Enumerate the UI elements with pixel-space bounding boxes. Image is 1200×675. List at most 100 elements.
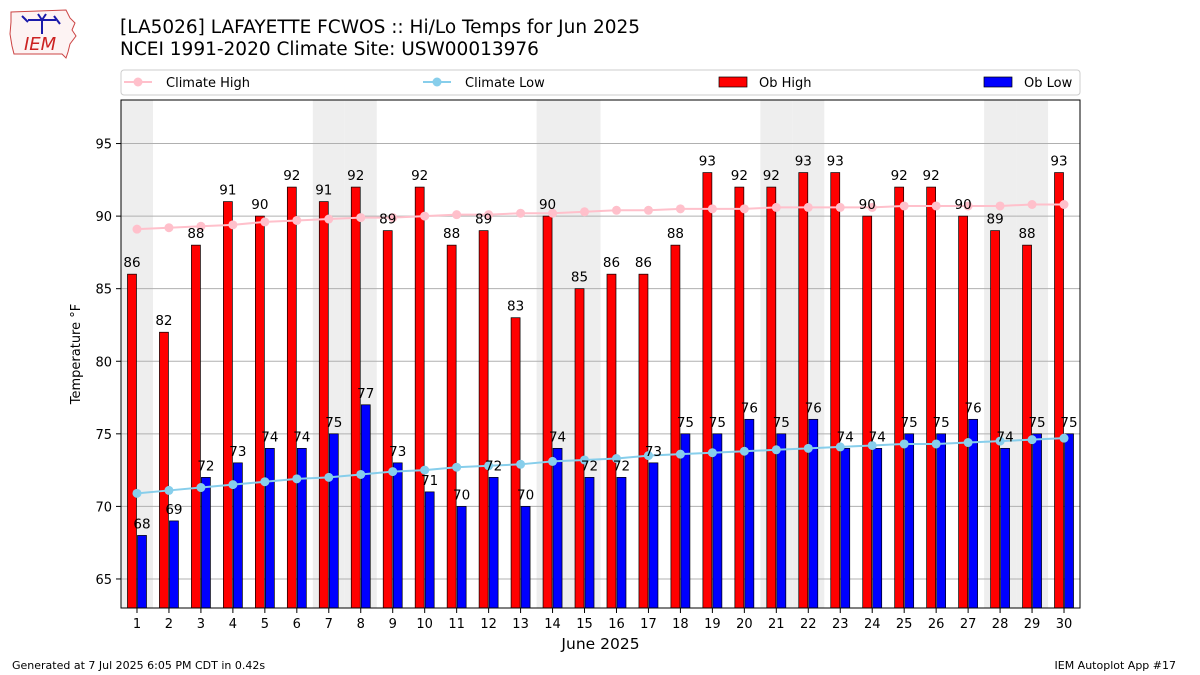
weather-station-icon: [21, 13, 61, 34]
climate-high-point: [899, 201, 909, 211]
climate-low-point: [1027, 435, 1037, 445]
x-tick-label: 22: [800, 617, 817, 632]
climate-high-point: [707, 204, 717, 214]
x-tick-label: 7: [325, 617, 333, 632]
climate-low-line: [136, 437, 1065, 495]
ob-low-bar: [1032, 433, 1042, 609]
ob-high-bar: [926, 186, 937, 609]
climate-low-point: [196, 483, 206, 493]
y-tick-label: 90: [95, 210, 112, 225]
ob-high-label: 89: [379, 212, 396, 228]
ob-low-label: 75: [773, 415, 790, 431]
ob-low-label: 72: [613, 458, 630, 474]
x-tick-label: 13: [512, 617, 529, 632]
x-tick-label: 19: [704, 617, 721, 632]
ob-low-label: 72: [197, 458, 214, 474]
ob-low-label: 75: [933, 415, 950, 431]
ob-high-bar: [734, 186, 745, 609]
climate-high-point: [963, 201, 973, 211]
ob-high-legend-label: Ob High: [759, 76, 812, 91]
weekend-shade-day-28: [984, 100, 1017, 608]
ob-low-bar: [265, 447, 275, 609]
ob-low-label: 76: [741, 400, 758, 416]
ob-low-label: 74: [261, 429, 278, 445]
climate-high-point: [580, 207, 590, 217]
weekend-shade-day-22: [792, 100, 825, 608]
ob-low-bar: [936, 433, 947, 609]
climate-low-point: [675, 449, 685, 459]
ob-low-label: 73: [389, 444, 406, 460]
ob-low-label: 75: [1060, 415, 1077, 431]
ob-high-bar: [894, 186, 905, 609]
climate-low-point: [228, 480, 238, 490]
weekend-shade-day-14: [536, 100, 569, 608]
climate-low-point: [324, 472, 334, 482]
ob-high-label: 92: [347, 168, 364, 184]
ob-high-bar: [478, 230, 489, 609]
ob-high-bar: [798, 172, 809, 609]
ob-high-bar: [223, 201, 233, 609]
x-tick-label: 8: [357, 617, 365, 632]
weekend-shade-day-15: [568, 100, 601, 608]
ob-low-label: 74: [996, 429, 1013, 445]
ob-low-bar: [552, 447, 563, 609]
climate-high-point: [643, 205, 653, 215]
ob-low-bar: [1064, 433, 1074, 609]
climate-low-point: [771, 445, 781, 455]
ob-low-bar: [360, 404, 371, 609]
climate-high-point: [611, 205, 621, 215]
climate-high-point: [1059, 200, 1069, 210]
title-line-1: [LA5026] LAFAYETTE FCWOS :: Hi/Lo Temps …: [120, 17, 641, 38]
ob-low-bar: [616, 477, 627, 609]
ob-low-label: 72: [581, 458, 598, 474]
x-axis-label: June 2025: [560, 635, 639, 653]
ob-high-label: 92: [923, 168, 940, 184]
climate-low-point: [611, 454, 621, 464]
ob-high-label: 89: [986, 212, 1003, 228]
ob-high-label: 88: [187, 226, 204, 242]
climate-low-point: [484, 461, 494, 471]
climate-low-point: [835, 442, 845, 452]
ob-high-label: 89: [475, 212, 492, 228]
ob-high-label: 86: [603, 255, 620, 271]
x-tick-label: 11: [448, 617, 465, 632]
ob-low-label: 75: [677, 415, 694, 431]
ob-high-bar: [606, 273, 617, 609]
legend-box: [120, 69, 1081, 96]
climate-high-point: [484, 210, 494, 220]
x-tick-label: 9: [389, 617, 397, 632]
ob-high-label: 92: [731, 168, 748, 184]
x-tick-label: 29: [1024, 617, 1041, 632]
climate-low-point: [580, 455, 590, 465]
x-tick-label: 27: [960, 617, 977, 632]
climate-low-legend-label: Climate Low: [465, 76, 545, 91]
ob-high-label: 83: [507, 299, 524, 315]
ob-low-label: 73: [645, 444, 662, 460]
climate-low-point: [132, 488, 142, 498]
ob-high-bar: [286, 186, 297, 609]
x-tick-label: 24: [864, 617, 881, 632]
x-tick-label: 4: [229, 617, 237, 632]
climate-low-point: [292, 474, 302, 484]
title-line-2: NCEI 1991-2020 Climate Site: USW00013976: [120, 39, 539, 60]
climate-low-legend-marker: [432, 77, 442, 87]
weekend-shade-day-8: [344, 100, 377, 608]
weekend-shade-day-7: [312, 100, 345, 608]
climate-high-point: [356, 213, 366, 223]
y-tick-label: 65: [95, 573, 112, 588]
ob-high-label: 86: [123, 255, 140, 271]
weekend-shade-day-1: [121, 100, 153, 608]
ob-low-bar: [1000, 447, 1010, 609]
ob-low-bar: [169, 520, 179, 609]
ob-low-bar: [776, 433, 787, 609]
ob-low-bar: [680, 433, 691, 609]
climate-high-point: [867, 202, 877, 212]
ob-high-bar: [830, 172, 841, 609]
climate-low-point: [707, 448, 717, 458]
climate-low-point: [803, 443, 813, 453]
ob-low-label: 77: [357, 386, 374, 402]
climate-high-point: [164, 223, 174, 233]
ob-low-bar: [872, 447, 883, 609]
ob-high-label: 92: [283, 168, 300, 184]
